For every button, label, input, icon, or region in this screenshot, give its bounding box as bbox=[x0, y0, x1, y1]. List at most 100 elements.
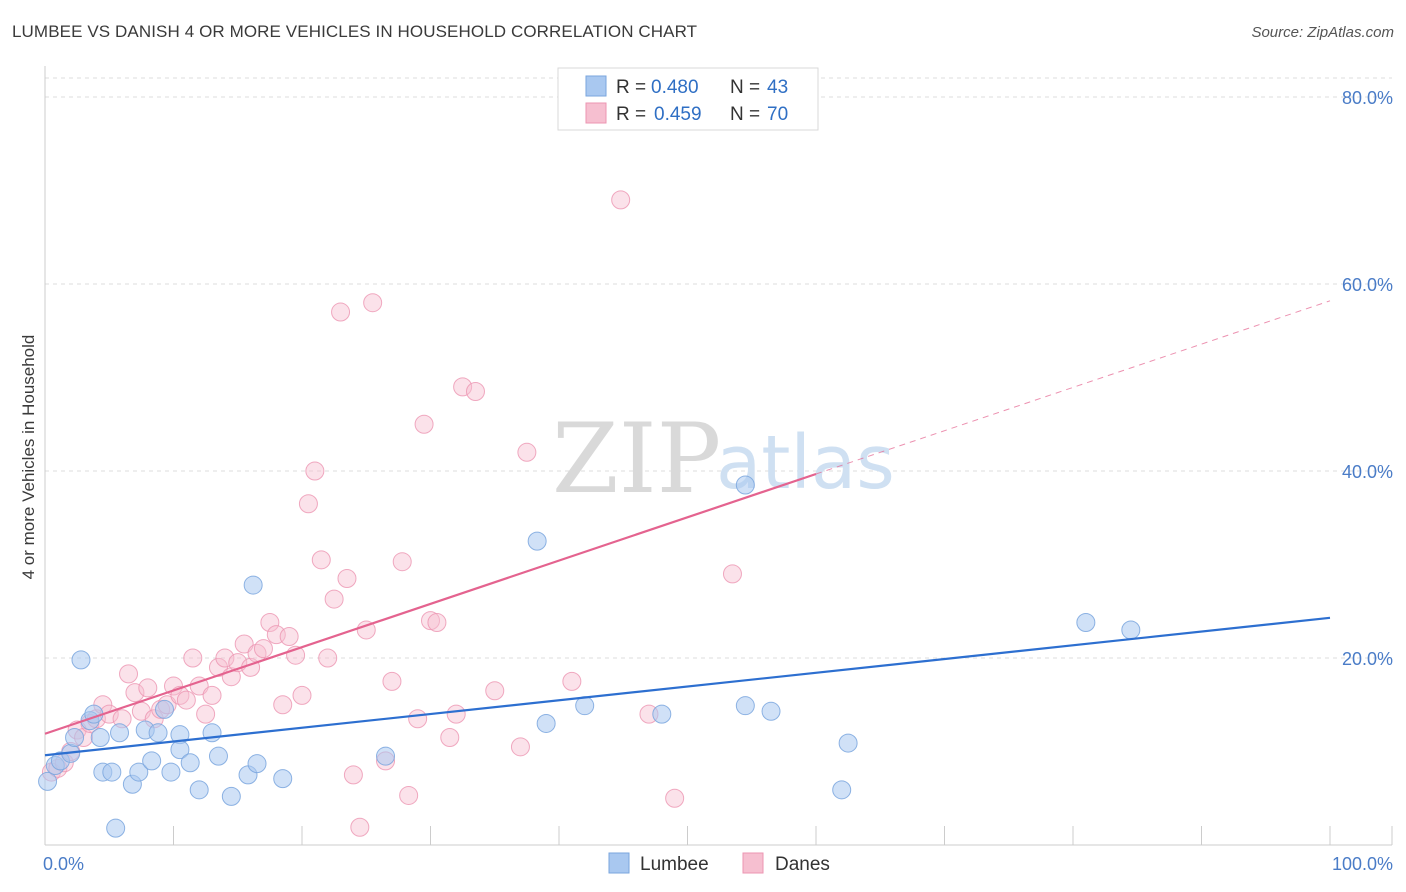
chart-title: LUMBEE VS DANISH 4 OR MORE VEHICLES IN H… bbox=[12, 22, 698, 41]
legend-swatch-lumbee bbox=[585, 75, 607, 97]
lumbee-point bbox=[161, 762, 181, 782]
danes-trend-line-extension bbox=[815, 300, 1331, 475]
lumbee-point bbox=[180, 753, 200, 773]
danes-point bbox=[311, 550, 331, 570]
lumbee-point bbox=[129, 762, 149, 782]
danes-point bbox=[125, 683, 145, 703]
danes-points bbox=[41, 190, 742, 837]
danes-point bbox=[517, 442, 537, 462]
lumbee-point bbox=[536, 713, 556, 733]
lumbee-point bbox=[148, 723, 168, 743]
lumbee-point bbox=[247, 754, 267, 774]
x-tick-label: 100.0% bbox=[1332, 854, 1393, 874]
y-tick-label: 60.0% bbox=[1342, 275, 1393, 295]
danes-point bbox=[202, 685, 222, 705]
danes-point bbox=[176, 690, 196, 710]
danes-point bbox=[382, 671, 402, 691]
danes-point bbox=[440, 727, 460, 747]
danes-point bbox=[465, 382, 485, 402]
lumbee-point bbox=[832, 780, 852, 800]
legend-r-value-lumbee: 0.480 bbox=[651, 77, 699, 98]
danes-point bbox=[562, 671, 582, 691]
danes-point bbox=[305, 461, 325, 481]
lumbee-point bbox=[102, 762, 122, 782]
lumbee-point bbox=[110, 723, 130, 743]
lumbee-point bbox=[735, 475, 755, 495]
lumbee-trend-line bbox=[44, 616, 1331, 757]
lumbee-point bbox=[1076, 612, 1096, 632]
lumbee-point bbox=[189, 780, 209, 800]
bottom-legend-swatch-danes bbox=[742, 852, 764, 874]
watermark-zip: ZIP bbox=[552, 403, 721, 515]
legend-n-label-danes: N = bbox=[730, 104, 760, 125]
danes-point bbox=[722, 564, 742, 584]
y-tick-label: 20.0% bbox=[1342, 649, 1393, 669]
lumbee-point bbox=[142, 751, 162, 771]
danes-point bbox=[234, 634, 254, 654]
lumbee-point bbox=[106, 818, 126, 838]
lumbee-point bbox=[155, 699, 175, 719]
correlation-legend: R = 0.480 N = 43 R = 0.459 N = 70 bbox=[557, 67, 819, 131]
y-tick-label: 40.0% bbox=[1342, 462, 1393, 482]
bottom-legend-label-danes: Danes bbox=[775, 854, 830, 875]
y-tick-label: 80.0% bbox=[1342, 88, 1393, 108]
danes-point bbox=[510, 737, 530, 757]
trend-lines bbox=[44, 300, 1331, 757]
danes-point bbox=[446, 704, 466, 724]
danes-point bbox=[343, 765, 363, 785]
danes-point bbox=[350, 817, 370, 837]
lumbee-point bbox=[735, 696, 755, 716]
tick-labels: 20.0% 40.0% 60.0% 80.0% 0.0% 100.0% bbox=[43, 88, 1393, 874]
danes-point bbox=[392, 552, 412, 572]
series-legend: Lumbee Danes bbox=[608, 852, 830, 875]
source-label: Source: ZipAtlas.com bbox=[1251, 24, 1394, 41]
bottom-legend-swatch-lumbee bbox=[608, 852, 630, 874]
lumbee-points bbox=[38, 475, 1141, 838]
danes-point bbox=[408, 709, 428, 729]
danes-point bbox=[427, 612, 447, 632]
y-axis-title: 4 or more Vehicles in Household bbox=[19, 335, 38, 580]
danes-point bbox=[164, 676, 183, 696]
danes-point bbox=[260, 612, 280, 632]
legend-r-label-lumbee: R = bbox=[616, 77, 646, 98]
danes-point bbox=[324, 589, 344, 609]
axes bbox=[44, 66, 1393, 846]
lumbee-point bbox=[90, 727, 110, 747]
lumbee-point bbox=[761, 701, 781, 721]
danes-point bbox=[414, 414, 434, 434]
lumbee-point bbox=[208, 746, 228, 766]
danes-point bbox=[119, 664, 139, 684]
lumbee-point bbox=[376, 746, 396, 766]
lumbee-point bbox=[221, 786, 241, 806]
danes-point bbox=[331, 302, 351, 322]
danes-point bbox=[399, 785, 419, 805]
lumbee-point bbox=[38, 771, 58, 791]
danes-point bbox=[298, 494, 318, 514]
danes-point bbox=[611, 190, 631, 210]
legend-r-value-danes: 0.459 bbox=[654, 104, 702, 125]
danes-point bbox=[337, 569, 357, 589]
danes-point bbox=[421, 611, 440, 631]
legend-n-value-lumbee: 43 bbox=[767, 77, 788, 98]
danes-point bbox=[292, 685, 312, 705]
lumbee-point bbox=[71, 650, 91, 670]
danes-point bbox=[183, 648, 203, 668]
danes-point bbox=[215, 648, 235, 668]
lumbee-point bbox=[575, 696, 595, 716]
lumbee-point bbox=[1121, 620, 1141, 640]
grid bbox=[45, 77, 1392, 659]
danes-point bbox=[273, 695, 293, 715]
legend-n-value-danes: 70 bbox=[767, 104, 788, 125]
lumbee-point bbox=[65, 727, 85, 747]
lumbee-point bbox=[243, 575, 263, 595]
danes-point bbox=[665, 788, 685, 808]
danes-point bbox=[363, 293, 383, 313]
x-tick-label: 0.0% bbox=[43, 854, 84, 874]
legend-n-label-lumbee: N = bbox=[730, 77, 760, 98]
watermark: ZIP atlas bbox=[552, 403, 895, 515]
danes-point bbox=[196, 704, 216, 724]
danes-trend-line bbox=[44, 472, 817, 735]
lumbee-point bbox=[838, 733, 858, 753]
danes-point bbox=[485, 681, 505, 701]
